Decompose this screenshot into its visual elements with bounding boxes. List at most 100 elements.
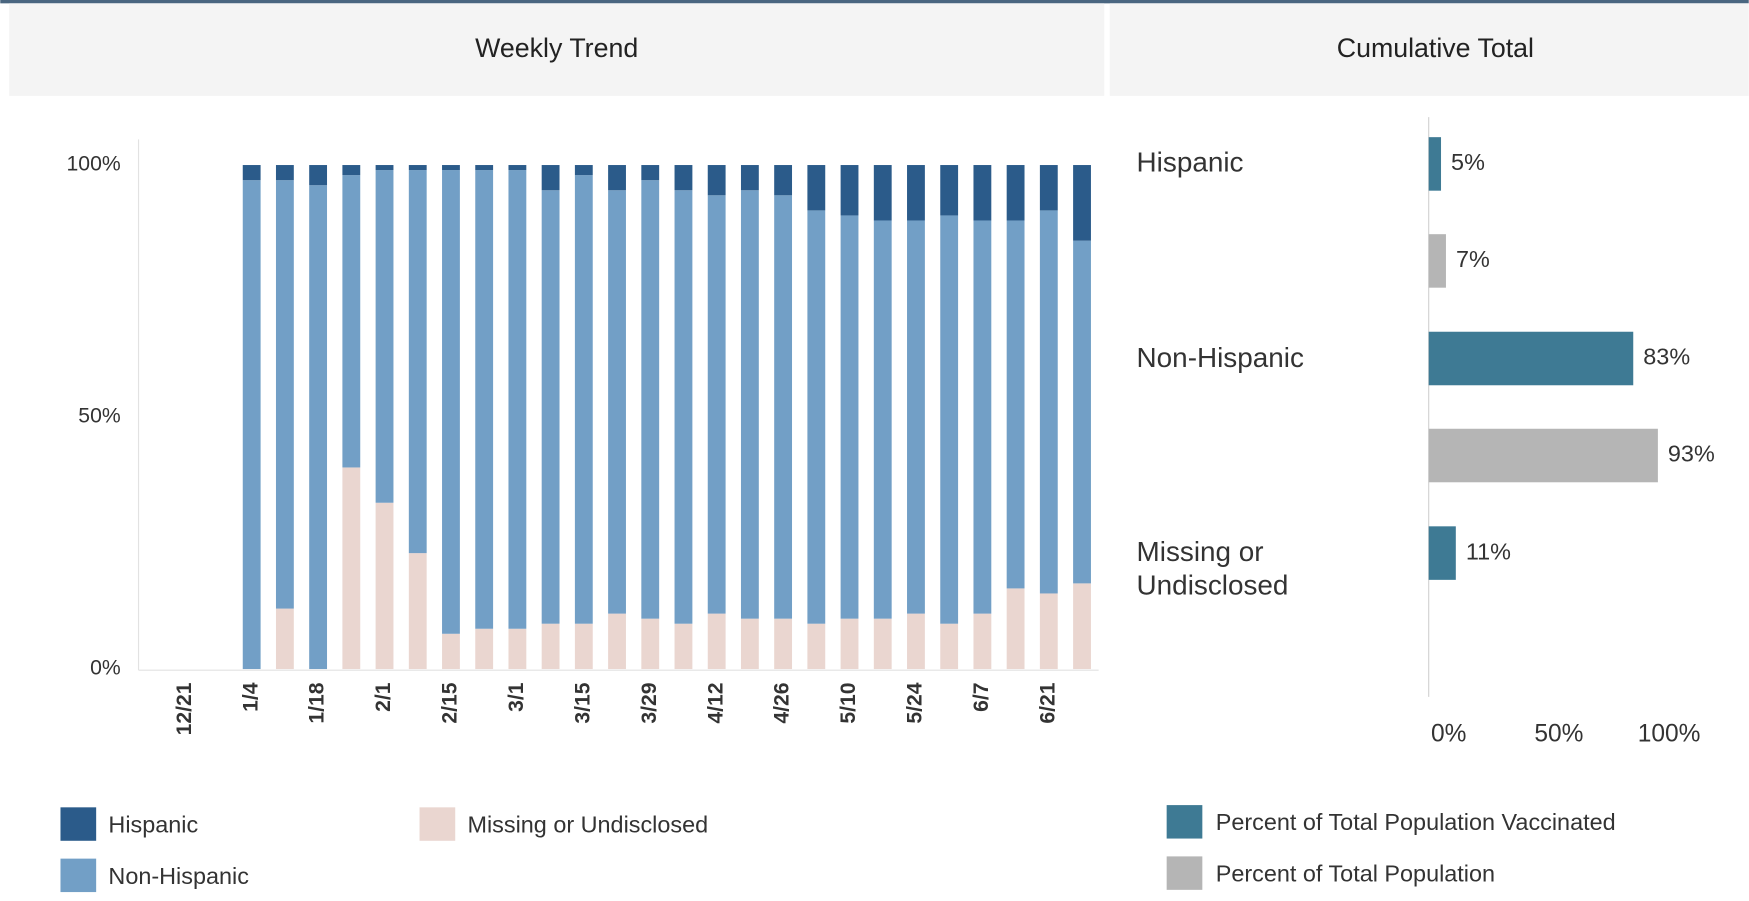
legend-label: Hispanic — [108, 811, 198, 837]
bar-segment — [774, 195, 793, 619]
bar-segment — [1073, 240, 1091, 584]
x-tick-label: 3/15 — [571, 682, 594, 723]
bar-segment — [508, 628, 527, 670]
bar-segment — [907, 220, 925, 614]
bar-segment — [541, 165, 560, 191]
bar-segment — [973, 613, 992, 670]
category-label-box: Non-Hispanic — [1137, 342, 1304, 373]
bar-segment — [641, 180, 660, 619]
value-label: 93% — [1668, 441, 1715, 467]
bar-segment — [940, 623, 959, 670]
bar — [1428, 331, 1634, 386]
bar-segment — [807, 165, 826, 211]
legend-label: Percent of Total Population Vaccinated — [1216, 809, 1616, 835]
bar-segment — [740, 165, 759, 191]
x-tick-label: 5/24 — [904, 682, 927, 723]
bar-segment — [707, 613, 726, 670]
legend-swatch — [1166, 805, 1203, 839]
x-tick-label: 1/18 — [306, 682, 329, 723]
x-tick-label: 0% — [1431, 720, 1466, 747]
x-tick-label: 12/21 — [173, 682, 196, 735]
bar-segment — [973, 220, 992, 614]
legend-swatch — [1166, 856, 1203, 890]
bar-segment — [342, 165, 361, 176]
bar-segment — [840, 618, 859, 670]
bar — [1428, 428, 1658, 483]
bar — [1428, 137, 1442, 191]
category-label: Missing or Undisclosed — [1136, 536, 1289, 602]
bar-segment — [275, 180, 294, 609]
bar-segment — [873, 220, 892, 619]
legend-swatch — [60, 807, 97, 841]
bar-segment — [408, 165, 427, 171]
bar-segment — [1073, 165, 1091, 241]
bar-segment — [475, 170, 494, 629]
bar-segment — [242, 165, 261, 181]
x-tick-label: 1/4 — [239, 682, 262, 712]
bar-segment — [475, 628, 494, 670]
panel-title: Weekly Trend — [475, 33, 638, 63]
category-label-box: Hispanic — [1137, 147, 1244, 178]
bar-segment — [242, 180, 261, 670]
bar-segment — [674, 623, 693, 670]
bar-segment — [574, 623, 593, 670]
x-tick-label: 50% — [1534, 720, 1583, 747]
legend-swatch — [60, 858, 97, 893]
bar-segment — [873, 618, 892, 670]
y-tick-label: 0% — [90, 657, 121, 680]
bar-segment — [375, 502, 394, 670]
bar-segment — [907, 165, 925, 221]
bar-segment — [309, 165, 328, 186]
x-tick-label: 5/10 — [837, 682, 860, 723]
bar-segment — [807, 623, 826, 670]
bar-segment — [475, 165, 494, 171]
legend-label: Missing or Undisclosed — [467, 811, 708, 837]
legend-label: Percent of Total Population — [1216, 861, 1495, 887]
bar-segment — [873, 165, 892, 221]
bar-segment — [707, 195, 726, 614]
category-label-box: Missing or Undisclosed — [1136, 536, 1289, 602]
y-tick-label: 100% — [67, 153, 121, 176]
bar-segment — [408, 553, 427, 670]
value-label: 7% — [1456, 246, 1490, 272]
bar — [1428, 526, 1456, 580]
bar-segment — [541, 190, 560, 624]
bar-segment — [840, 165, 859, 216]
x-tick-label: 2/15 — [439, 682, 462, 723]
bar-segment — [973, 165, 992, 221]
bar-segment — [508, 170, 527, 629]
bar-segment — [309, 185, 328, 670]
bar-segment — [508, 165, 527, 171]
legend-swatch — [419, 807, 456, 841]
bar-segment — [342, 467, 361, 670]
bar-segment — [574, 165, 593, 176]
header-bg — [9, 3, 1105, 96]
legend-label: Non-Hispanic — [108, 863, 249, 889]
bar-segment — [375, 170, 394, 503]
bar-segment — [541, 623, 560, 670]
top-border — [0, 0, 1749, 4]
header-bg — [1109, 3, 1749, 96]
x-tick-label: 100% — [1638, 720, 1701, 747]
x-tick-label: 3/29 — [638, 682, 661, 723]
bar-segment — [774, 618, 793, 670]
bar-segment — [674, 165, 693, 191]
bar-segment — [408, 170, 427, 554]
bar-segment — [342, 175, 361, 468]
bar-segment — [940, 215, 959, 624]
value-label: 5% — [1451, 149, 1485, 175]
bar-segment — [641, 618, 660, 670]
bar-segment — [674, 190, 693, 624]
bar-segment — [442, 165, 460, 171]
bar-segment — [608, 165, 626, 191]
bar-segment — [1006, 165, 1025, 221]
bar-segment — [1039, 593, 1058, 670]
x-tick-label: 4/26 — [771, 682, 794, 723]
bar-segment — [940, 165, 959, 216]
value-label: 11% — [1466, 538, 1511, 564]
bar-segment — [707, 165, 726, 196]
bar-segment — [740, 618, 759, 670]
x-tick-label: 3/1 — [505, 682, 528, 712]
